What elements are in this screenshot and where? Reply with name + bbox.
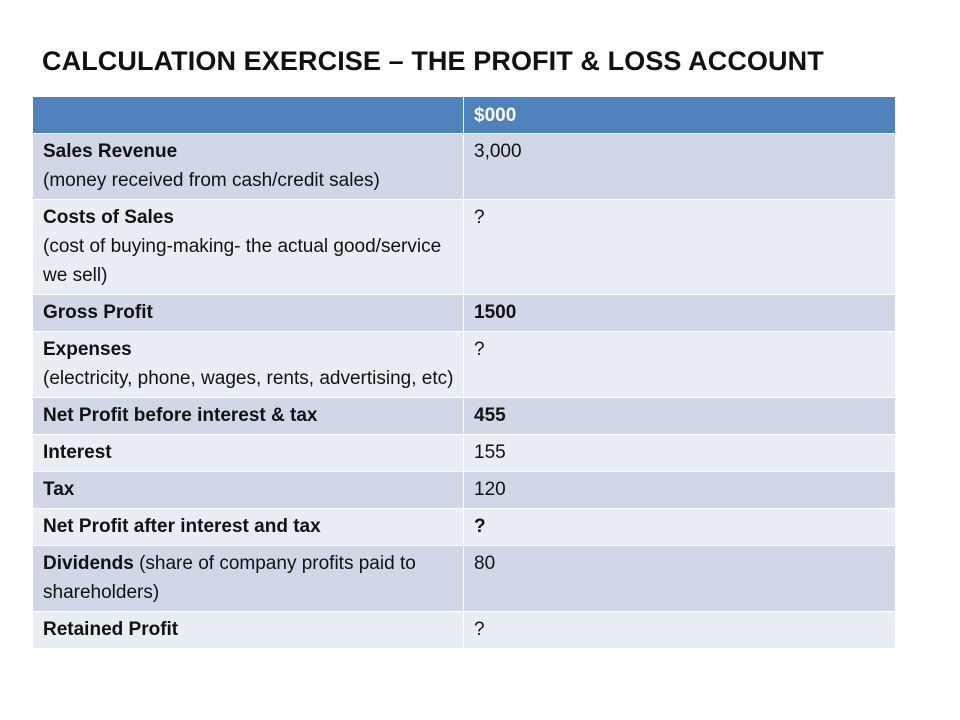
row-dividends: Dividends (share of company profits paid…: [32, 546, 896, 612]
item-name: Costs of Sales: [43, 207, 174, 228]
value-cell: 155: [464, 435, 896, 472]
item-cell: Costs of Sales (cost of buying-making- th…: [32, 200, 464, 295]
item-cell: Gross Profit: [32, 295, 464, 332]
item-cell: Sales Revenue (money received from cash/c…: [32, 134, 464, 200]
value-cell: 80: [464, 546, 896, 612]
item-name: Interest: [43, 442, 112, 463]
item-note: (electricity, phone, wages, rents, adver…: [43, 368, 454, 389]
item-cell: Net Profit before interest & tax: [32, 398, 464, 435]
item-cell: Net Profit after interest and tax: [32, 509, 464, 546]
row-expenses: Expenses (electricity, phone, wages, rent…: [32, 332, 896, 398]
item-name: Retained Profit: [43, 619, 179, 640]
item-name: Net Profit before interest & tax: [43, 405, 318, 426]
table-header-row: $000: [32, 96, 896, 134]
row-net-profit-after-interest-tax: Net Profit after interest and tax ?: [32, 509, 896, 546]
row-sales-revenue: Sales Revenue (money received from cash/c…: [32, 134, 896, 200]
value-cell: 120: [464, 472, 896, 509]
item-note: (share of company profits paid to shareh…: [43, 553, 416, 603]
item-note: (cost of buying-making- the actual good/…: [43, 236, 442, 286]
item-cell: Tax: [32, 472, 464, 509]
item-note: (money received from cash/credit sales): [43, 170, 380, 191]
item-name: Dividends: [43, 553, 134, 574]
item-name: Net Profit after interest and tax: [43, 516, 321, 537]
header-label-cell: [32, 96, 464, 134]
item-cell: Expenses (electricity, phone, wages, rent…: [32, 332, 464, 398]
value-cell: ?: [464, 612, 896, 649]
value-cell: ?: [464, 200, 896, 295]
item-name: Gross Profit: [43, 302, 153, 323]
row-retained-profit: Retained Profit ?: [32, 612, 896, 649]
value-cell: ?: [464, 332, 896, 398]
row-interest: Interest 155: [32, 435, 896, 472]
row-net-profit-before-interest-tax: Net Profit before interest & tax 455: [32, 398, 896, 435]
slide-title: CALCULATION EXERCISE – THE PROFIT & LOSS…: [42, 46, 824, 76]
value-cell: ?: [464, 509, 896, 546]
row-gross-profit: Gross Profit 1500: [32, 295, 896, 332]
item-name: Tax: [43, 479, 75, 500]
item-name: Expenses: [43, 339, 132, 360]
row-costs-of-sales: Costs of Sales (cost of buying-making- th…: [32, 200, 896, 295]
item-cell: Interest: [32, 435, 464, 472]
item-cell: Dividends (share of company profits paid…: [32, 546, 464, 612]
item-name: Sales Revenue: [43, 141, 178, 162]
value-cell: 455: [464, 398, 896, 435]
item-cell: Retained Profit: [32, 612, 464, 649]
profit-loss-table: $000 Sales Revenue (money received from c…: [32, 96, 896, 649]
header-unit-cell: $000: [464, 96, 896, 134]
value-cell: 1500: [464, 295, 896, 332]
row-tax: Tax 120: [32, 472, 896, 509]
value-cell: 3,000: [464, 134, 896, 200]
